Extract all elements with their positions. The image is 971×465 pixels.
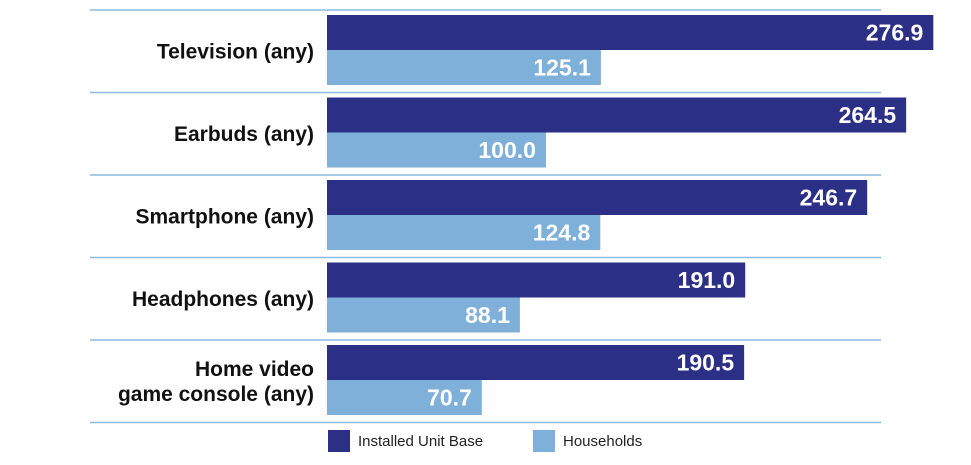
row-separators	[90, 9, 881, 424]
bar-installed-unit-base	[327, 97, 907, 133]
category-label: game console (any)	[118, 383, 314, 406]
category-label: Television (any)	[157, 40, 314, 63]
bar-households	[327, 380, 482, 415]
category-label: Headphones (any)	[132, 288, 314, 311]
bar-installed-unit-base	[327, 180, 868, 215]
data-label: 246.7	[800, 185, 858, 211]
legend-label: Installed Unit Base	[358, 433, 483, 450]
category-label: Smartphone (any)	[135, 205, 314, 228]
legend-swatch	[533, 430, 555, 452]
data-label: 191.0	[678, 267, 736, 293]
data-label: 70.7	[427, 385, 472, 411]
category-label: Earbuds (any)	[174, 123, 314, 146]
bar-installed-unit-base	[327, 345, 745, 380]
legend: Installed Unit Base Households	[328, 430, 642, 452]
data-label: 88.1	[465, 302, 510, 328]
data-label: 276.9	[866, 20, 924, 46]
bar-households	[327, 132, 546, 168]
bars: 276.9 125.1 264.5 100.0 246.7 124.8 191.0 88.1 1…	[327, 15, 934, 415]
bar-households	[327, 50, 601, 85]
data-label: 125.1	[533, 55, 591, 81]
legend-label: Households	[563, 433, 642, 450]
data-label: 264.5	[839, 102, 897, 128]
data-label: 190.5	[677, 350, 735, 376]
bar-households	[327, 297, 520, 333]
data-label: 124.8	[533, 220, 591, 246]
bar-households	[327, 215, 601, 250]
legend-swatch	[328, 430, 350, 452]
data-label: 100.0	[478, 137, 536, 163]
category-labels: Television (any) Earbuds (any) Smartphone …	[118, 40, 314, 406]
bar-installed-unit-base	[327, 262, 746, 298]
category-label: Home video	[195, 358, 314, 381]
bar-installed-unit-base	[327, 15, 934, 50]
